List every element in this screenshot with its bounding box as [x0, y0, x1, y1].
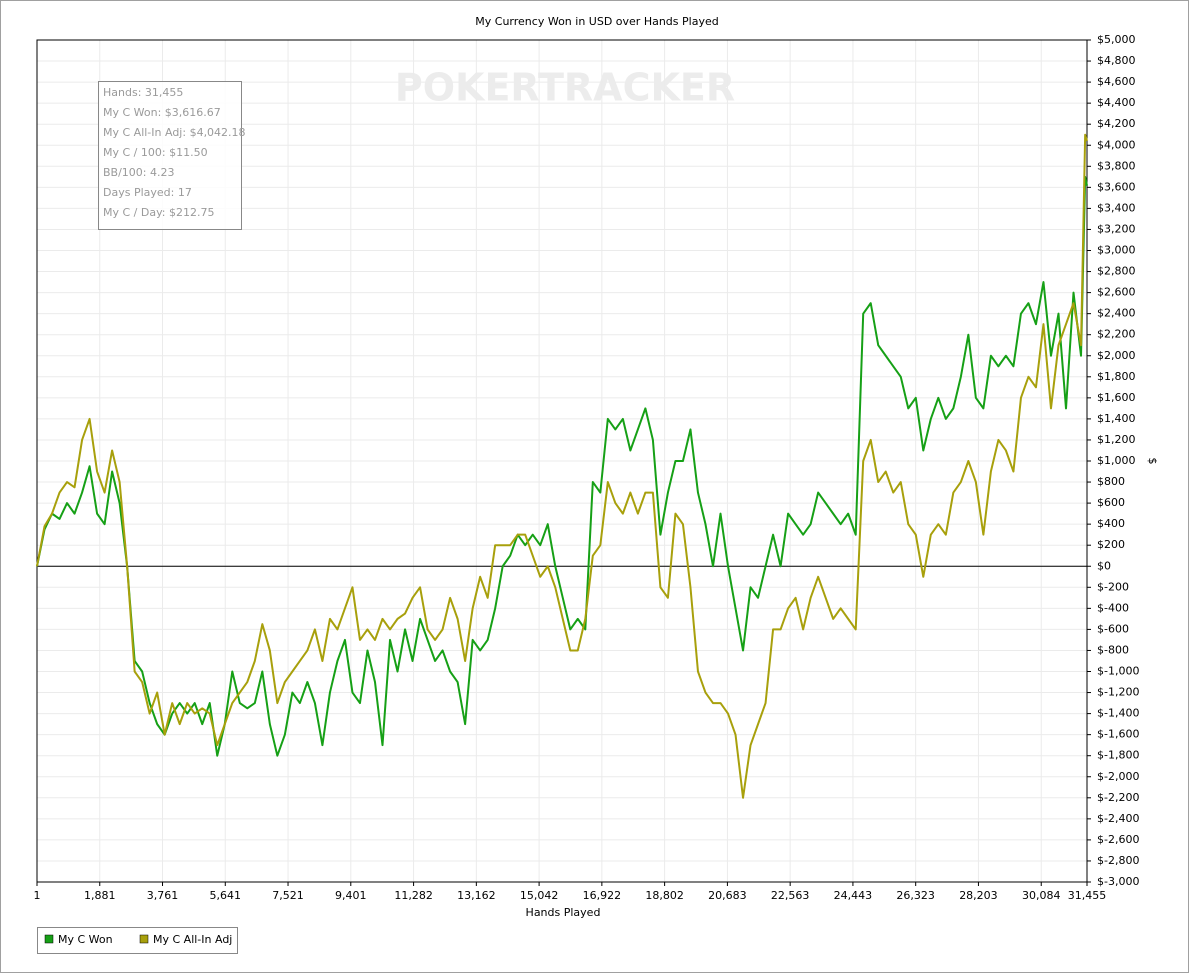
legend-box: [37, 927, 238, 954]
y-tick-label: $2,800: [1097, 265, 1136, 278]
legend-label: My C Won: [58, 933, 113, 946]
x-axis-label: Hands Played: [526, 906, 601, 919]
x-tick-label: 7,521: [272, 889, 304, 902]
y-tick-label: $3,000: [1097, 244, 1136, 257]
x-tick-label: 18,802: [645, 889, 684, 902]
legend-label: My C All-In Adj: [153, 933, 232, 946]
y-tick-label: $4,000: [1097, 138, 1136, 151]
y-tick-label: $2,000: [1097, 349, 1136, 362]
series-line: [36, 133, 1088, 799]
y-tick-label: $5,000: [1097, 33, 1136, 46]
y-tick-label: $-1,200: [1097, 686, 1139, 699]
x-tick-label: 5,641: [210, 889, 242, 902]
y-tick-label: $1,400: [1097, 412, 1136, 425]
legend-swatch: [44, 934, 54, 944]
y-tick-label: $3,400: [1097, 201, 1136, 214]
x-tick-label: 16,922: [583, 889, 622, 902]
y-tick-label: $-1,000: [1097, 665, 1139, 678]
y-tick-label: $-2,400: [1097, 812, 1139, 825]
y-tick-label: $-200: [1097, 580, 1129, 593]
y-tick-label: $3,200: [1097, 222, 1136, 235]
x-tick-label: 26,323: [896, 889, 935, 902]
y-tick-label: $4,800: [1097, 54, 1136, 67]
y-tick-label: $3,600: [1097, 180, 1136, 193]
info-line: My C Won: $3,616.67: [103, 106, 221, 119]
x-tick-label: 31,455: [1068, 889, 1107, 902]
plot-border: [36, 39, 1088, 883]
legend-swatch: [139, 934, 149, 944]
y-tick-label: $-2,800: [1097, 854, 1139, 867]
y-tick-label: $800: [1097, 475, 1125, 488]
x-tick-label: 30,084: [1022, 889, 1061, 902]
x-tick-label: 3,761: [147, 889, 179, 902]
x-tick-label: 20,683: [708, 889, 747, 902]
y-axis-label: $: [1146, 458, 1159, 465]
y-tick-label: $-1,400: [1097, 707, 1139, 720]
info-line: My C / Day: $212.75: [103, 206, 215, 219]
chart-title: My Currency Won in USD over Hands Played: [475, 15, 718, 28]
info-line: My C All-In Adj: $4,042.18: [103, 126, 246, 139]
x-tick-label: 13,162: [457, 889, 496, 902]
y-tick-label: $0: [1097, 559, 1111, 572]
info-box: [98, 81, 242, 230]
y-tick-label: $-2,200: [1097, 791, 1139, 804]
y-tick-label: $200: [1097, 538, 1125, 551]
y-tick-label: $-400: [1097, 601, 1129, 614]
y-tick-label: $1,800: [1097, 370, 1136, 383]
x-tick-label: 1: [34, 889, 41, 902]
y-tick-label: $1,000: [1097, 454, 1136, 467]
y-tick-label: $-2,000: [1097, 770, 1139, 783]
info-line: Hands: 31,455: [103, 86, 183, 99]
y-tick-label: $3,800: [1097, 159, 1136, 172]
y-tick-label: $2,400: [1097, 307, 1136, 320]
watermark: POKERTRACKER: [395, 66, 735, 110]
info-line: BB/100: 4.23: [103, 166, 175, 179]
y-tick-label: $-1,600: [1097, 728, 1139, 741]
y-tick-label: $-600: [1097, 622, 1129, 635]
y-tick-label: $-800: [1097, 643, 1129, 656]
y-tick-label: $-2,600: [1097, 833, 1139, 846]
y-tick-label: $4,200: [1097, 117, 1136, 130]
y-tick-label: $1,200: [1097, 433, 1136, 446]
x-tick-label: 28,203: [959, 889, 998, 902]
x-tick-label: 15,042: [520, 889, 559, 902]
y-tick-label: $4,600: [1097, 75, 1136, 88]
x-tick-label: 22,563: [771, 889, 810, 902]
x-tick-label: 9,401: [335, 889, 367, 902]
x-tick-label: 24,443: [834, 889, 873, 902]
info-line: Days Played: 17: [103, 186, 192, 199]
y-tick-label: $600: [1097, 496, 1125, 509]
y-tick-label: $2,200: [1097, 328, 1136, 341]
y-tick-label: $-3,000: [1097, 875, 1139, 888]
y-tick-label: $400: [1097, 517, 1125, 530]
x-tick-label: 1,881: [84, 889, 116, 902]
y-tick-label: $2,600: [1097, 286, 1136, 299]
x-tick-label: 11,282: [394, 889, 433, 902]
y-tick-label: $4,400: [1097, 96, 1136, 109]
y-tick-label: $-1,800: [1097, 749, 1139, 762]
y-tick-label: $1,600: [1097, 391, 1136, 404]
info-line: My C / 100: $11.50: [103, 146, 208, 159]
